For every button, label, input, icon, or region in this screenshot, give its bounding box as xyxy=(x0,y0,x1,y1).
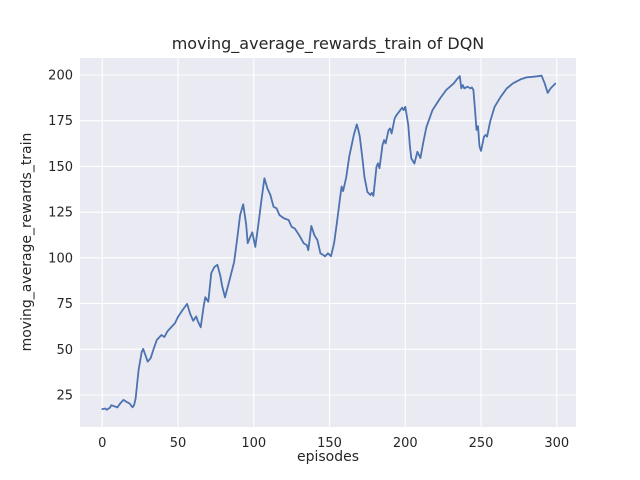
x-tick-label: 300 xyxy=(544,436,569,451)
x-tick-label: 250 xyxy=(469,436,494,451)
axes-background xyxy=(80,58,576,427)
y-tick-label: 125 xyxy=(48,206,73,221)
x-tick-label: 200 xyxy=(393,436,418,451)
x-tick-label: 0 xyxy=(98,436,106,451)
y-tick-label: 50 xyxy=(56,343,73,358)
y-tick-label: 75 xyxy=(56,297,73,312)
y-tick-label: 175 xyxy=(48,114,73,129)
reward-line xyxy=(101,74,557,411)
x-tick-label: 50 xyxy=(170,436,187,451)
y-tick-label: 25 xyxy=(56,389,73,404)
y-tick-label: 100 xyxy=(48,251,73,266)
chart-title: moving_average_rewards_train of DQN xyxy=(171,34,485,53)
x-axis-label: episodes xyxy=(296,449,360,465)
y-tick-label: 150 xyxy=(48,160,73,175)
x-tick-label: 150 xyxy=(317,436,342,451)
y-axis-label: moving_average_rewards_train xyxy=(19,132,35,352)
x-tick-label: 100 xyxy=(241,436,266,451)
y-tick-label: 200 xyxy=(48,69,73,84)
